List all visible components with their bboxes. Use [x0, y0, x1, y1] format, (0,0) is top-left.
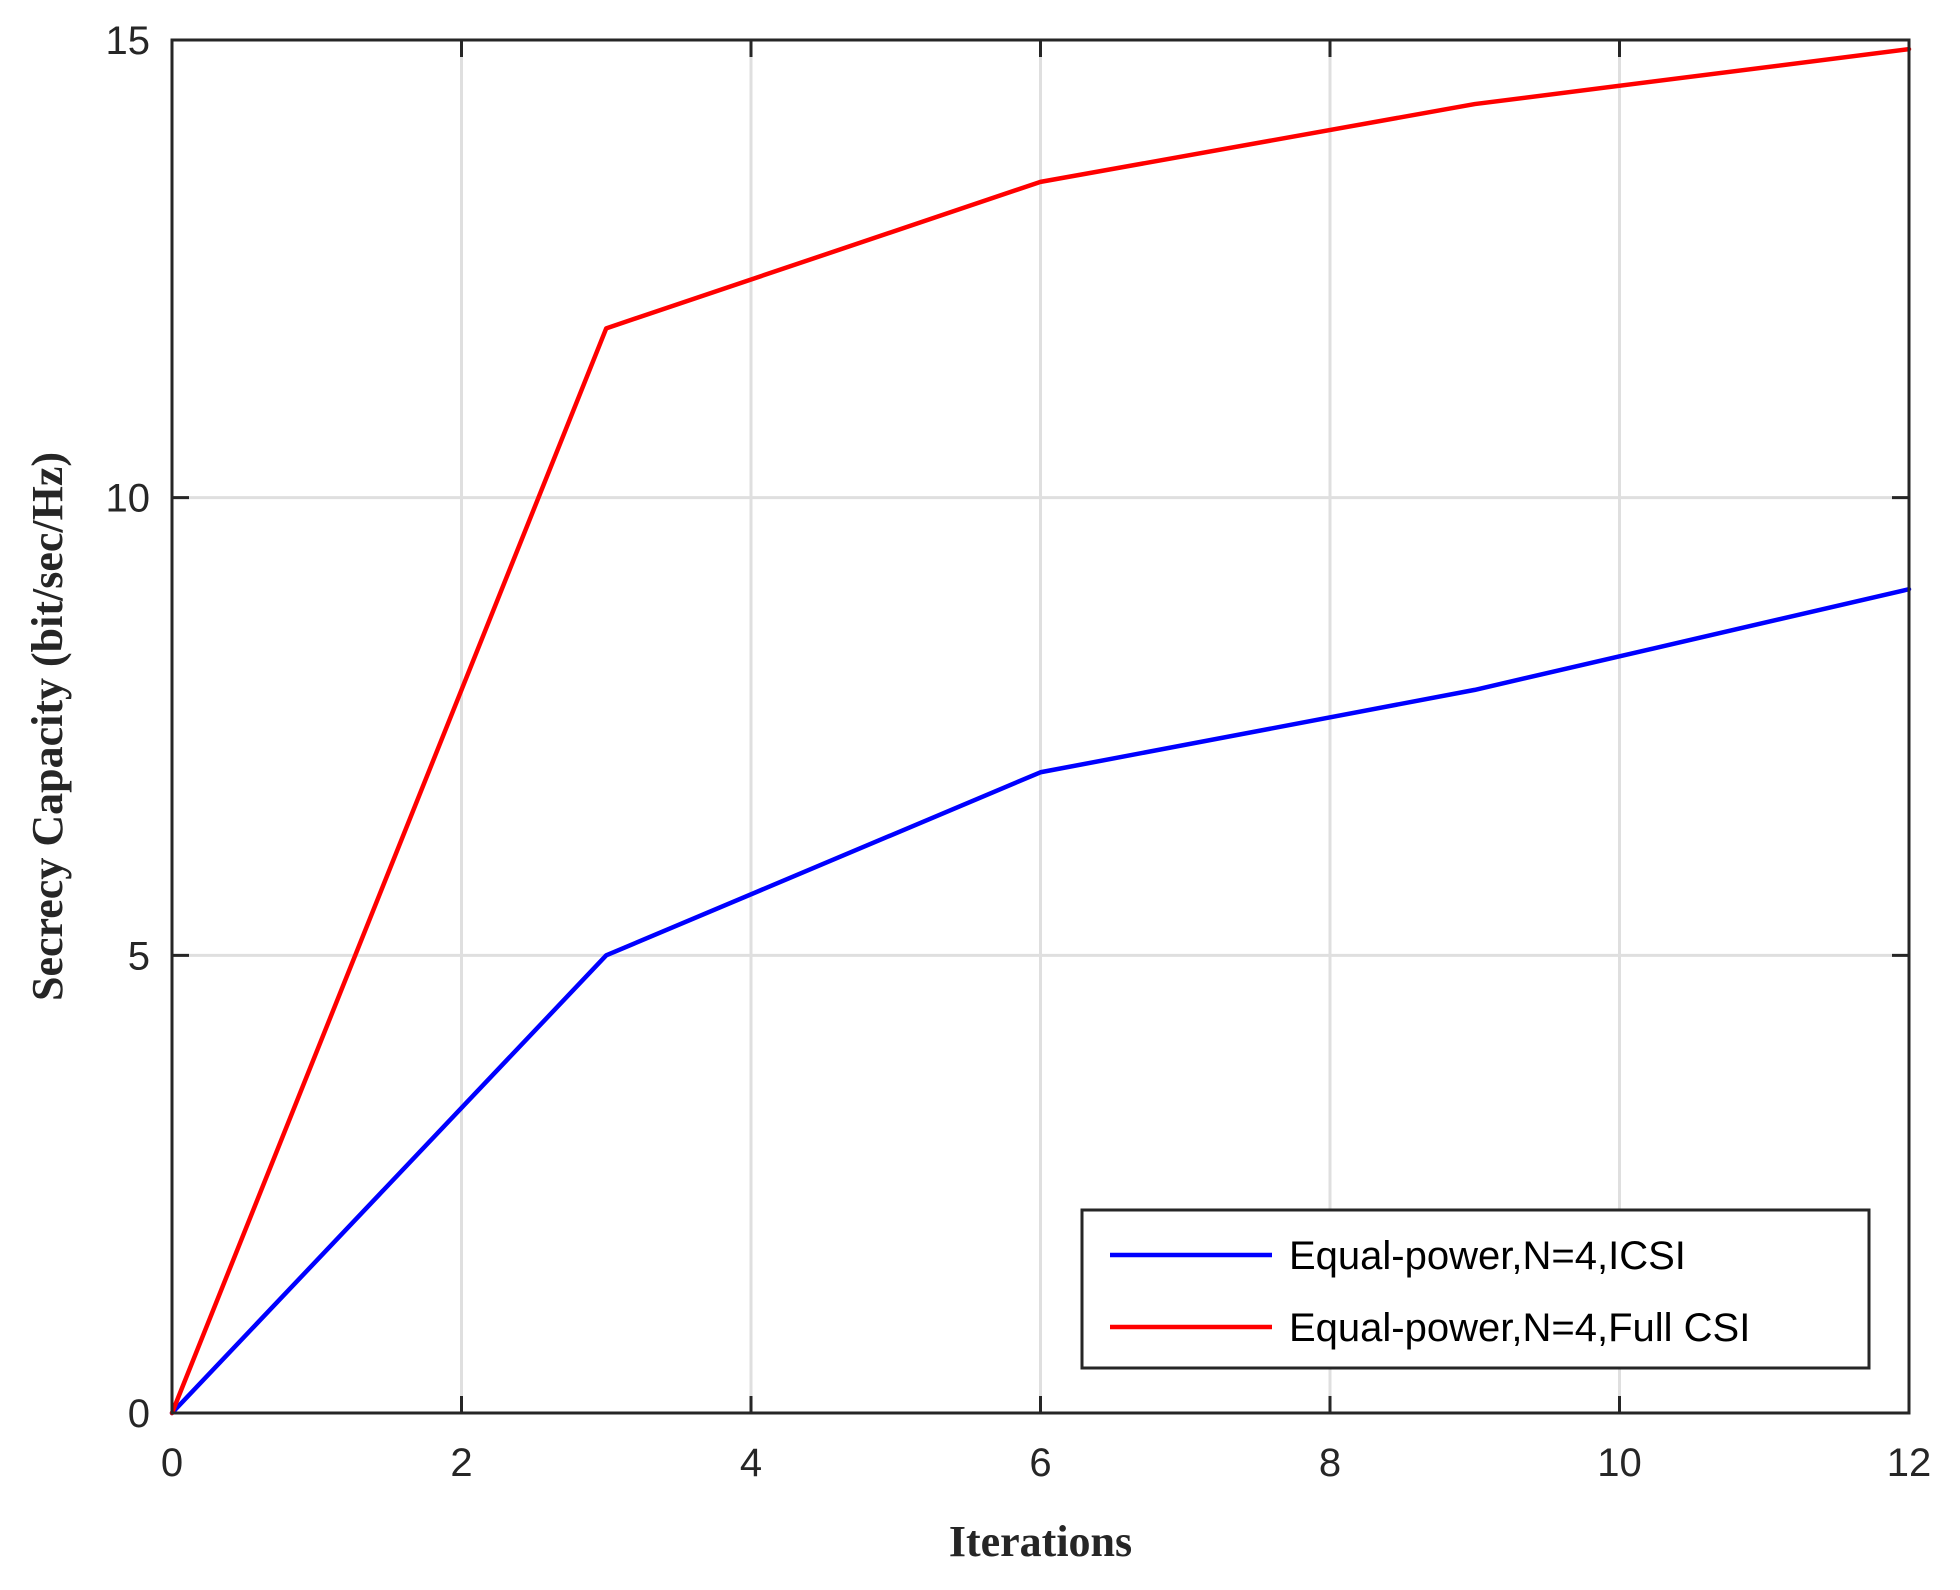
- y-tick-label: 5: [128, 934, 150, 978]
- y-tick-label: 15: [106, 19, 151, 63]
- legend-label-2: Equal-power,N=4,Full CSI: [1289, 1306, 1750, 1350]
- series-line-1: [169, 586, 1912, 1416]
- series-layer: [169, 46, 1912, 1416]
- legend-label-1: Equal-power,N=4,ICSI: [1289, 1234, 1686, 1278]
- x-tick-label: 0: [161, 1441, 183, 1485]
- y-axis-title: Secrecy Capacity (bit/sec/Hz): [23, 452, 72, 1001]
- x-tick-label: 6: [1029, 1441, 1051, 1485]
- y-tick-label: 0: [128, 1392, 150, 1436]
- x-tick-label: 10: [1597, 1441, 1642, 1485]
- grid-lines: [172, 40, 1909, 1413]
- x-axis-title: Iterations: [949, 1517, 1132, 1566]
- x-tick-label: 4: [740, 1441, 762, 1485]
- legend-box: [1080, 1208, 1871, 1370]
- series-line-2: [169, 46, 1912, 1416]
- tick-marks: [170, 38, 1911, 1415]
- y-tick-label: 10: [106, 477, 151, 521]
- x-tick-label: 12: [1887, 1441, 1932, 1485]
- tick-labels: 0 2 4 6 8 10 12 0 5 10 15: [106, 19, 1932, 1485]
- x-tick-label: 8: [1319, 1441, 1341, 1485]
- x-tick-label: 2: [450, 1441, 472, 1485]
- legend: Equal-power,N=4,ICSI Equal-power,N=4,Full…: [1080, 1208, 1871, 1370]
